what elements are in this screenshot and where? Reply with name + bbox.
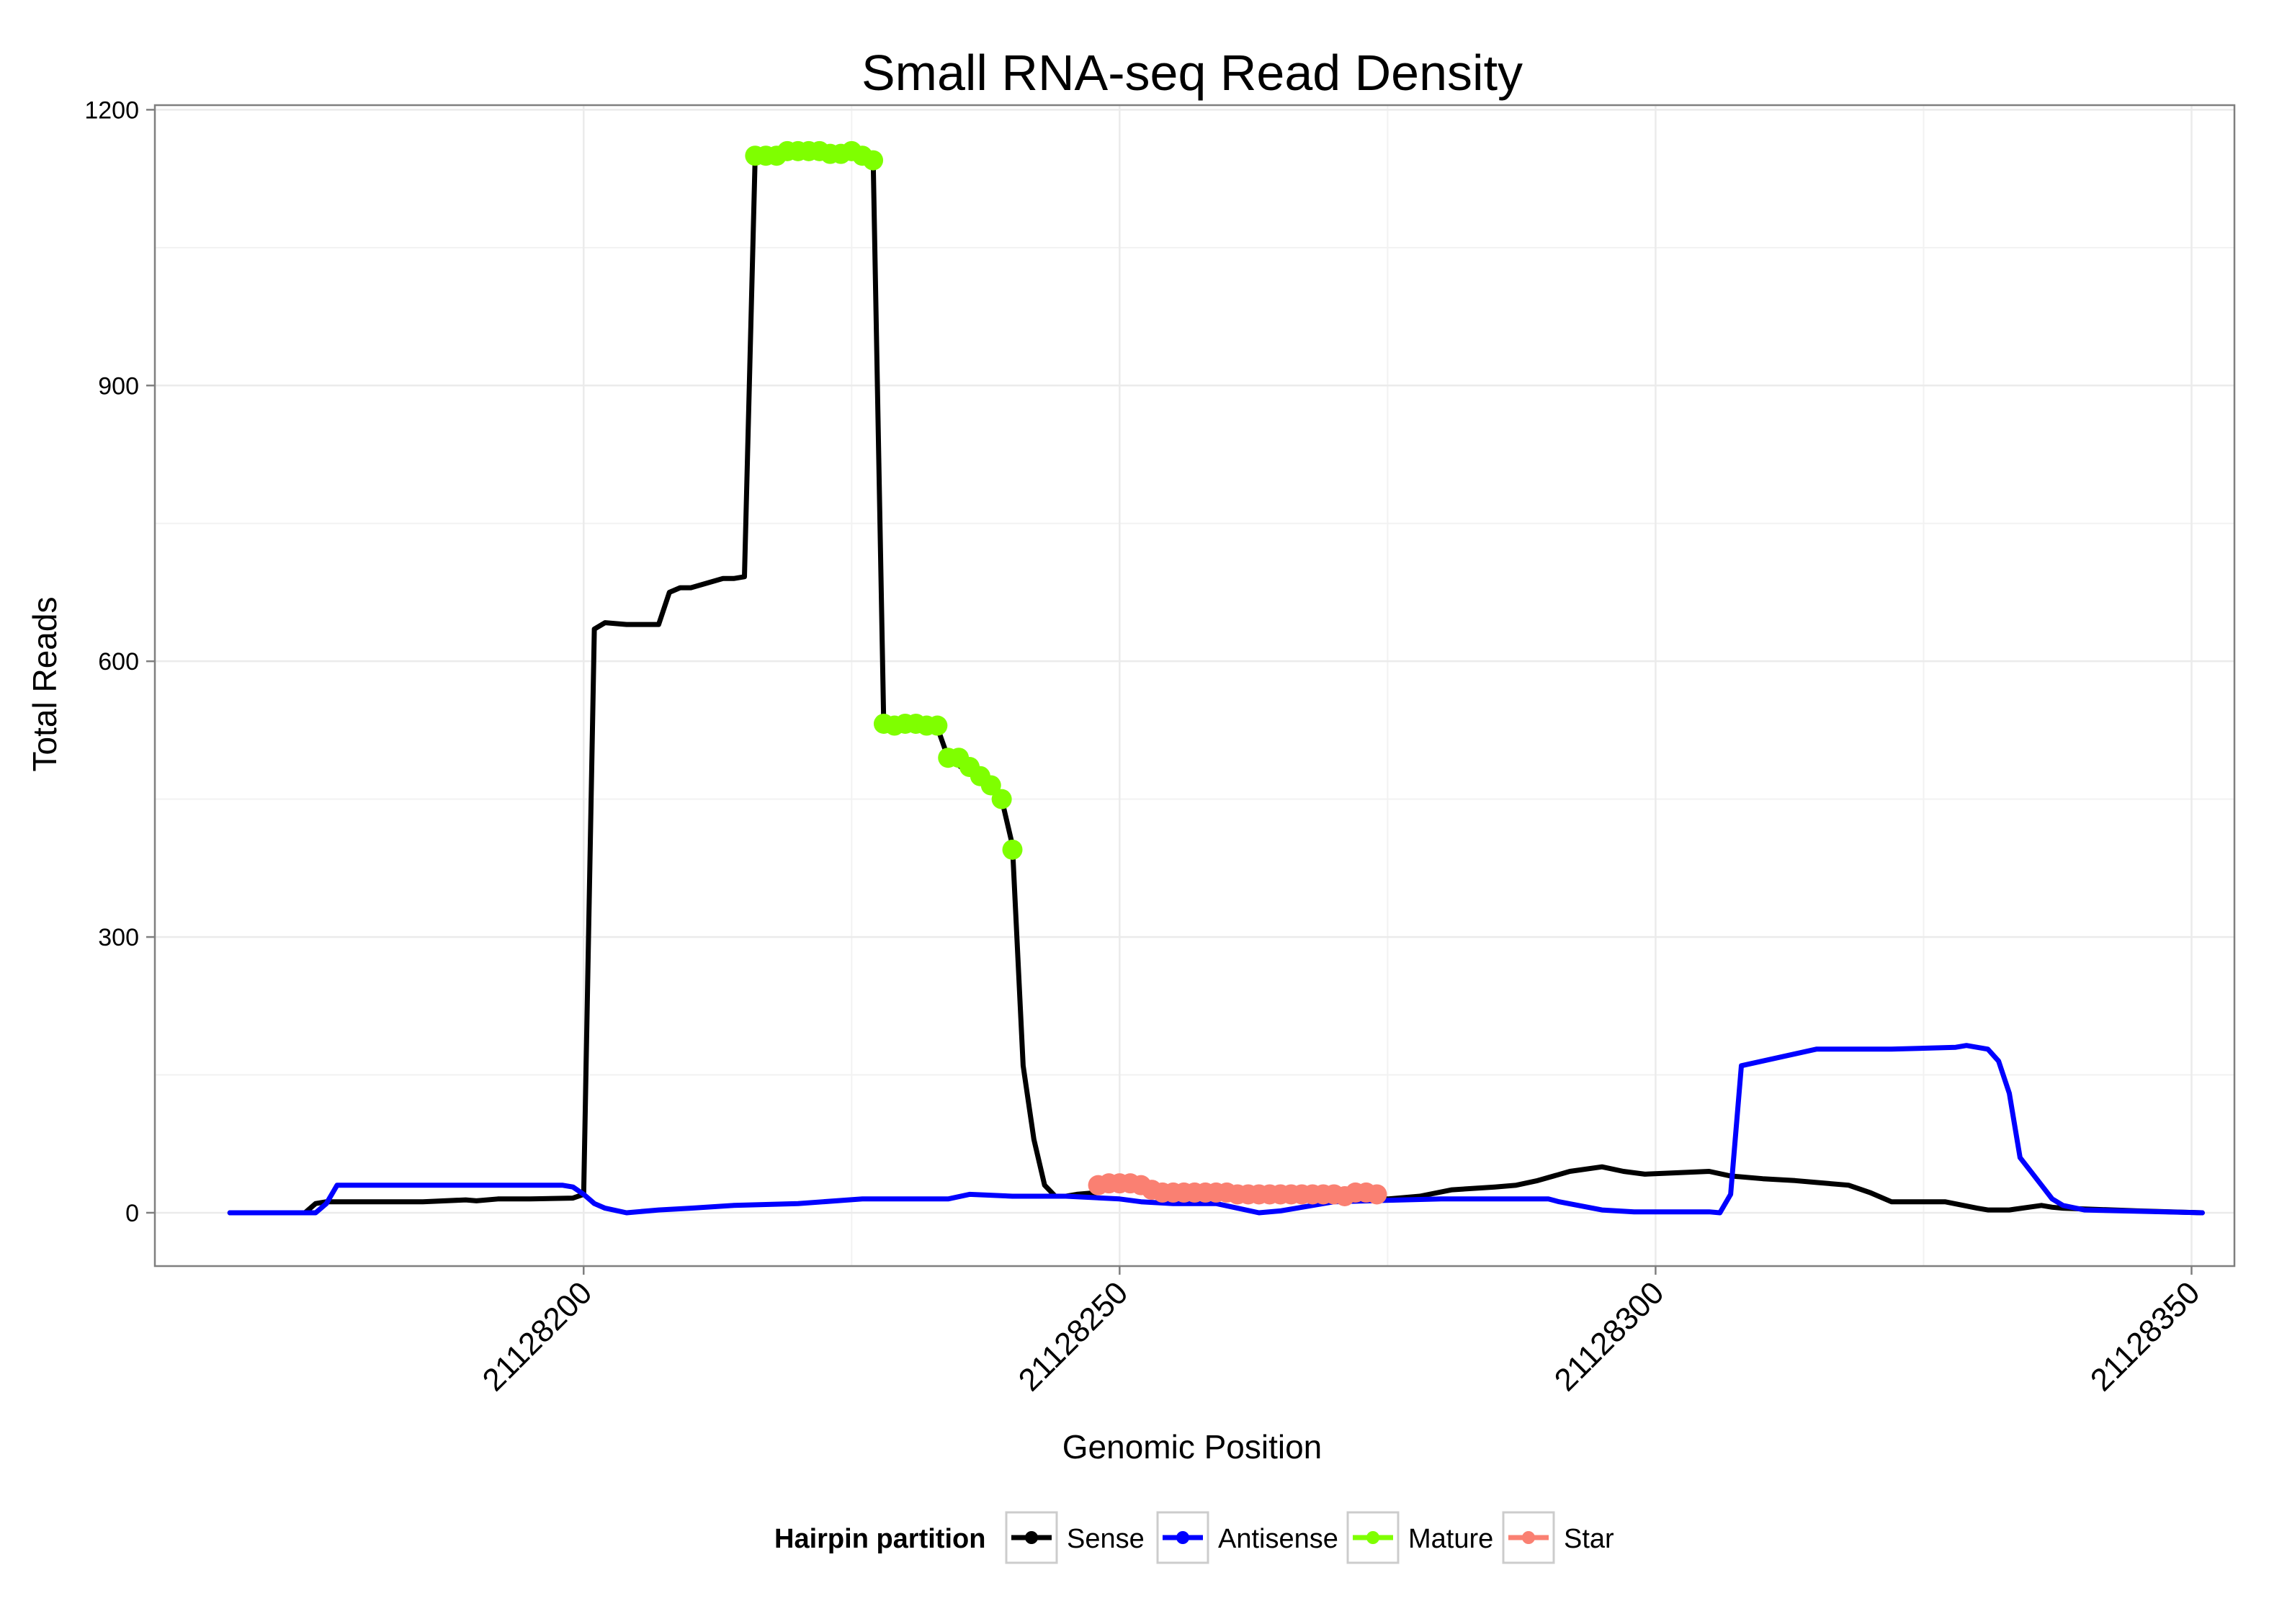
y-axis-tick-label: 1200 (84, 97, 139, 124)
data-point-mature (863, 150, 884, 171)
y-axis-tick-label: 600 (98, 648, 139, 676)
plot-panel-border (153, 104, 2236, 1268)
legend-title: Hairpin partition (774, 1524, 985, 1554)
data-point-mature (991, 789, 1012, 809)
data-point-mature (927, 715, 948, 736)
legend-item-label: Mature (1408, 1524, 1493, 1554)
series-line-antisense (227, 1043, 2205, 1216)
chart-title: Small RNA-seq Read Density (861, 45, 1523, 101)
x-axis-label: Genomic Position (1062, 1428, 1323, 1466)
data-point-mature (1002, 839, 1023, 860)
y-axis-tick-label: 900 (98, 372, 139, 400)
data-point-star (1366, 1184, 1387, 1205)
y-axis-tick-label: 300 (98, 924, 139, 951)
legend-key-point (1366, 1531, 1379, 1544)
legend-item-label: Star (1564, 1524, 1614, 1554)
legend-key-point (1176, 1531, 1189, 1544)
y-axis-tick-label: 0 (125, 1200, 139, 1227)
y-axis-label: Total Reads (26, 597, 63, 772)
legend-key-point (1025, 1531, 1038, 1544)
legend-item-label: Antisense (1218, 1524, 1338, 1554)
legend: Hairpin partition Sense Antisense Mature Sta… (774, 1511, 1614, 1564)
plot-panel-background (155, 105, 2234, 1266)
legend-item-label: Sense (1067, 1524, 1145, 1554)
series-line-sense (227, 148, 2205, 1216)
data-point-mature (980, 775, 1001, 796)
legend-key-point (1522, 1531, 1535, 1544)
